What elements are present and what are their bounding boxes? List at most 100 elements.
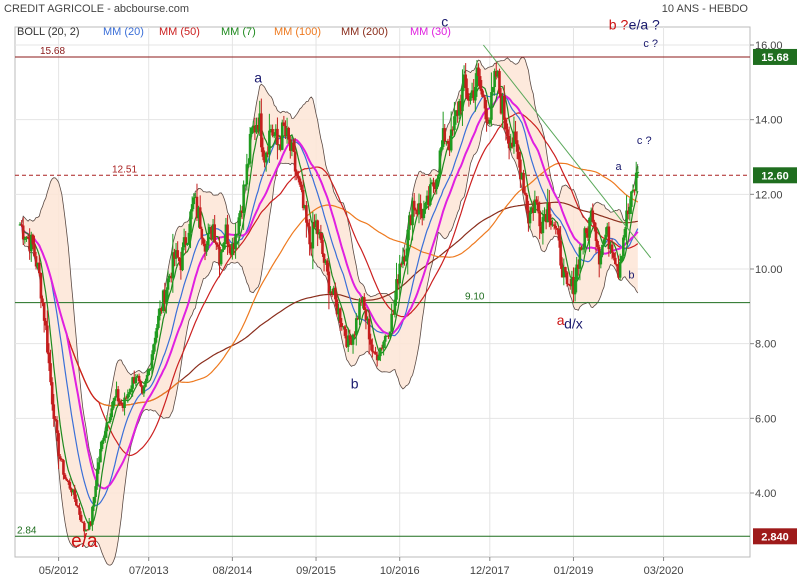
candle-body (126, 394, 130, 399)
candle-body (293, 151, 297, 172)
legend-mm30: MM (30) (410, 26, 451, 38)
candle-body (99, 448, 102, 463)
candle-body (124, 397, 128, 399)
y-tick-label: 16.00 (755, 40, 783, 52)
candle-body (245, 164, 249, 185)
level-label: 9.10 (465, 292, 485, 303)
level-label: 12.51 (112, 164, 137, 175)
candle-body (86, 529, 89, 531)
candle-body (206, 233, 210, 246)
candle-body (192, 197, 196, 205)
candle-body (560, 265, 564, 278)
candle-body (346, 335, 350, 347)
candle-body (47, 352, 51, 364)
candle-body (501, 96, 504, 114)
y-tick-label: 10.00 (755, 264, 783, 276)
candle-body (459, 101, 463, 112)
candle-body (539, 226, 543, 234)
candle-body (417, 203, 421, 215)
candle-body (403, 256, 406, 262)
candle-body (525, 194, 529, 211)
candle-body (309, 244, 313, 249)
candle-body (400, 263, 403, 265)
candle-body (626, 210, 630, 215)
candle-body (385, 335, 389, 337)
candle-body (334, 287, 337, 300)
candle-body (95, 469, 99, 487)
candle-body (557, 229, 561, 241)
x-tick-label: 01/2019 (554, 565, 594, 577)
candle-body (494, 70, 498, 77)
candle-body (633, 189, 636, 191)
candle-body (420, 210, 424, 219)
candle-body (605, 226, 609, 235)
candle-body (498, 71, 501, 94)
candle-body (382, 341, 385, 349)
candle-body (251, 125, 255, 128)
candle-body (512, 131, 516, 147)
candle-body (65, 478, 68, 481)
candle-body (232, 243, 236, 250)
candle-body (70, 488, 73, 493)
candle-body (139, 381, 142, 387)
candle-body (588, 217, 591, 238)
candle-body (295, 171, 299, 176)
candle-body (31, 234, 35, 245)
candle-body (153, 337, 157, 345)
candle-body (393, 299, 397, 315)
candle-body (226, 224, 229, 245)
candle-body (338, 308, 342, 324)
candle-body (511, 142, 514, 147)
candle-body (433, 186, 437, 190)
candle-body (490, 92, 493, 120)
candle-body (623, 228, 627, 238)
candle-body (446, 140, 450, 144)
candle-body (366, 318, 369, 321)
candle-body (424, 203, 427, 209)
candle-body (42, 302, 46, 321)
candle-body (54, 418, 57, 421)
wave-annotation: c ? (643, 38, 658, 50)
candle-body (396, 279, 400, 284)
chart-title: CREDIT AGRICOLE - abcbourse.com (4, 3, 189, 15)
candle-body (253, 125, 257, 133)
candle-body (520, 172, 524, 180)
candle-body (279, 144, 282, 150)
candle-body (28, 238, 31, 252)
candle-body (132, 377, 136, 384)
candle-body (425, 195, 429, 204)
candle-body (467, 99, 471, 101)
candle-body (533, 199, 537, 213)
wave-annotation: d/x (564, 316, 583, 332)
price-badge-text: 15.68 (761, 52, 789, 64)
candle-body (443, 128, 447, 142)
candle-body (202, 238, 205, 244)
candle-body (137, 375, 141, 382)
candle-body (496, 71, 500, 77)
candle-body (223, 242, 226, 250)
candle-body (277, 144, 281, 146)
candle-body (435, 179, 439, 190)
wave-annotation: e/a ? (629, 16, 660, 32)
candle-body (136, 375, 139, 378)
candle-body (430, 182, 434, 185)
candle-body (465, 88, 469, 100)
candle-body (23, 238, 27, 240)
candle-body (240, 210, 244, 213)
candle-body (68, 482, 72, 489)
candle-body (97, 462, 101, 470)
candle-body (493, 70, 496, 88)
candle-body (499, 93, 503, 114)
candle-body (451, 129, 455, 131)
candle-body (475, 67, 479, 87)
candle-body (26, 236, 30, 239)
candle-body (260, 113, 263, 148)
candle-body (87, 521, 91, 530)
candle-body (456, 110, 459, 116)
candle-body (308, 226, 311, 245)
candle-body (173, 252, 176, 259)
candle-body (535, 199, 538, 203)
candle-body (564, 267, 567, 273)
candle-body (372, 351, 376, 353)
